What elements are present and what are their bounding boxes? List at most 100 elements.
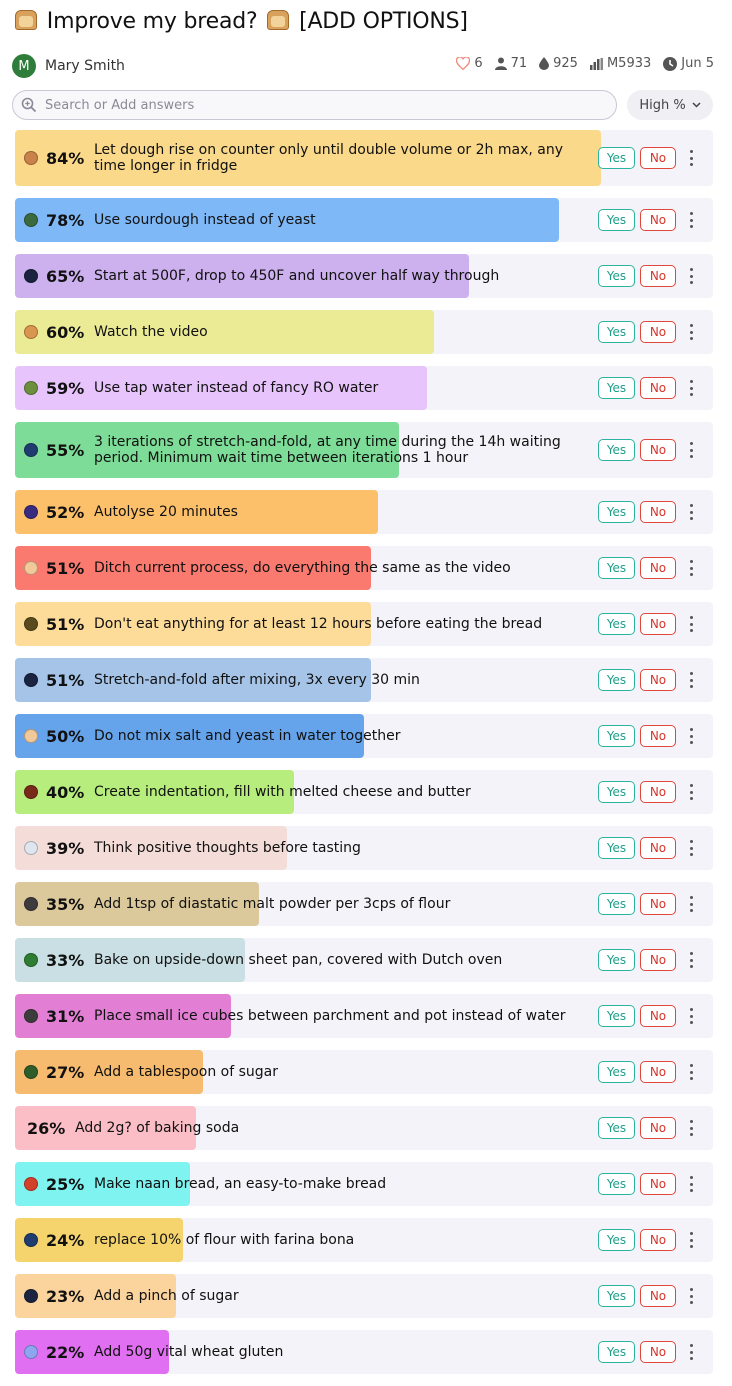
answer-row[interactable]: 51% Stretch-and-fold after mixing, 3x eve…	[15, 658, 713, 702]
more-vertical-icon[interactable]	[687, 840, 695, 856]
more-vertical-icon[interactable]	[687, 380, 695, 396]
more-vertical-icon[interactable]	[687, 1120, 695, 1136]
search-bar[interactable]	[12, 90, 617, 120]
more-vertical-icon[interactable]	[687, 728, 695, 744]
yes-button[interactable]: Yes	[598, 1173, 635, 1195]
answerer-avatar-icon[interactable]	[24, 269, 38, 283]
more-vertical-icon[interactable]	[687, 672, 695, 688]
answer-row[interactable]: 26% Add 2g? of baking soda Yes No	[15, 1106, 713, 1150]
answer-row[interactable]: 31% Place small ice cubes between parchme…	[15, 994, 713, 1038]
yes-button[interactable]: Yes	[598, 1229, 635, 1251]
yes-button[interactable]: Yes	[598, 377, 635, 399]
more-vertical-icon[interactable]	[687, 1008, 695, 1024]
close-date-stat[interactable]: Jun 5	[663, 56, 714, 71]
yes-button[interactable]: Yes	[598, 613, 635, 635]
answerer-avatar-icon[interactable]	[24, 151, 38, 165]
answerer-avatar-icon[interactable]	[24, 897, 38, 911]
answer-row[interactable]: 33% Bake on upside-down sheet pan, covere…	[15, 938, 713, 982]
yes-button[interactable]: Yes	[598, 1117, 635, 1139]
search-input[interactable]	[43, 96, 587, 114]
no-button[interactable]: No	[640, 837, 676, 859]
volume-stat[interactable]: M5933	[589, 56, 651, 71]
answer-row[interactable]: 65% Start at 500F, drop to 450F and uncov…	[15, 254, 713, 298]
more-vertical-icon[interactable]	[687, 324, 695, 340]
yes-button[interactable]: Yes	[598, 439, 635, 461]
no-button[interactable]: No	[640, 1005, 676, 1027]
no-button[interactable]: No	[640, 1229, 676, 1251]
liquidity-stat[interactable]: 925	[539, 56, 578, 71]
no-button[interactable]: No	[640, 321, 676, 343]
answer-row[interactable]: 25% Make naan bread, an easy-to-make brea…	[15, 1162, 713, 1206]
answer-row[interactable]: 52% Autolyse 20 minutes Yes No	[15, 490, 713, 534]
answerer-avatar-icon[interactable]	[24, 561, 38, 575]
traders-stat[interactable]: 71	[494, 56, 527, 71]
yes-button[interactable]: Yes	[598, 265, 635, 287]
yes-button[interactable]: Yes	[598, 893, 635, 915]
no-button[interactable]: No	[640, 501, 676, 523]
yes-button[interactable]: Yes	[598, 1061, 635, 1083]
no-button[interactable]: No	[640, 557, 676, 579]
more-vertical-icon[interactable]	[687, 952, 695, 968]
answer-row[interactable]: 50% Do not mix salt and yeast in water to…	[15, 714, 713, 758]
likes-stat[interactable]: 6	[456, 56, 483, 71]
more-vertical-icon[interactable]	[687, 1232, 695, 1248]
more-vertical-icon[interactable]	[687, 150, 695, 166]
answerer-avatar-icon[interactable]	[24, 729, 38, 743]
author-name[interactable]: Mary Smith	[45, 58, 125, 74]
answer-row[interactable]: 51% Don't eat anything for at least 12 ho…	[15, 602, 713, 646]
answerer-avatar-icon[interactable]	[24, 1177, 38, 1191]
no-button[interactable]: No	[640, 613, 676, 635]
no-button[interactable]: No	[640, 1285, 676, 1307]
answer-row[interactable]: 23% Add a pinch of sugar Yes No	[15, 1274, 713, 1318]
answerer-avatar-icon[interactable]	[24, 1065, 38, 1079]
yes-button[interactable]: Yes	[598, 1005, 635, 1027]
yes-button[interactable]: Yes	[598, 669, 635, 691]
answerer-avatar-icon[interactable]	[24, 953, 38, 967]
more-vertical-icon[interactable]	[687, 560, 695, 576]
author[interactable]: M Mary Smith	[12, 54, 125, 78]
no-button[interactable]: No	[640, 1173, 676, 1195]
no-button[interactable]: No	[640, 265, 676, 287]
yes-button[interactable]: Yes	[598, 781, 635, 803]
answerer-avatar-icon[interactable]	[24, 785, 38, 799]
answer-row[interactable]: 84% Let dough rise on counter only until …	[15, 130, 713, 186]
yes-button[interactable]: Yes	[598, 209, 635, 231]
answer-row[interactable]: 27% Add a tablespoon of sugar Yes No	[15, 1050, 713, 1094]
answer-row[interactable]: 35% Add 1tsp of diastatic malt powder per…	[15, 882, 713, 926]
answer-row[interactable]: 39% Think positive thoughts before tastin…	[15, 826, 713, 870]
yes-button[interactable]: Yes	[598, 147, 635, 169]
no-button[interactable]: No	[640, 725, 676, 747]
more-vertical-icon[interactable]	[687, 1344, 695, 1360]
yes-button[interactable]: Yes	[598, 725, 635, 747]
answerer-avatar-icon[interactable]	[24, 1289, 38, 1303]
no-button[interactable]: No	[640, 209, 676, 231]
answerer-avatar-icon[interactable]	[24, 1233, 38, 1247]
answerer-avatar-icon[interactable]	[24, 1009, 38, 1023]
yes-button[interactable]: Yes	[598, 1341, 635, 1363]
yes-button[interactable]: Yes	[598, 321, 635, 343]
yes-button[interactable]: Yes	[598, 557, 635, 579]
yes-button[interactable]: Yes	[598, 837, 635, 859]
answerer-avatar-icon[interactable]	[24, 325, 38, 339]
answerer-avatar-icon[interactable]	[24, 505, 38, 519]
answerer-avatar-icon[interactable]	[24, 841, 38, 855]
answer-row[interactable]: 59% Use tap water instead of fancy RO wat…	[15, 366, 713, 410]
no-button[interactable]: No	[640, 1341, 676, 1363]
answerer-avatar-icon[interactable]	[24, 617, 38, 631]
more-vertical-icon[interactable]	[687, 268, 695, 284]
answer-row[interactable]: 78% Use sourdough instead of yeast Yes No	[15, 198, 713, 242]
no-button[interactable]: No	[640, 147, 676, 169]
more-vertical-icon[interactable]	[687, 1176, 695, 1192]
answerer-avatar-icon[interactable]	[24, 673, 38, 687]
avatar[interactable]: M	[12, 54, 36, 78]
no-button[interactable]: No	[640, 439, 676, 461]
more-vertical-icon[interactable]	[687, 784, 695, 800]
yes-button[interactable]: Yes	[598, 501, 635, 523]
answerer-avatar-icon[interactable]	[24, 1345, 38, 1359]
yes-button[interactable]: Yes	[598, 949, 635, 971]
answer-row[interactable]: 55% 3 iterations of stretch-and-fold, at …	[15, 422, 713, 478]
more-vertical-icon[interactable]	[687, 896, 695, 912]
more-vertical-icon[interactable]	[687, 1064, 695, 1080]
more-vertical-icon[interactable]	[687, 504, 695, 520]
answerer-avatar-icon[interactable]	[24, 443, 38, 457]
